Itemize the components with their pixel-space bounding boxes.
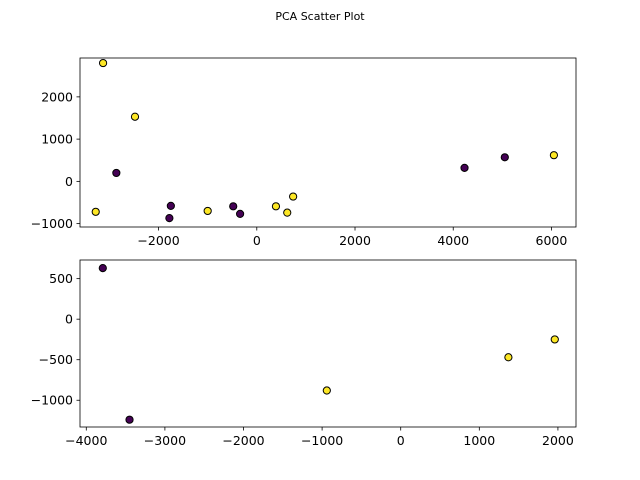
y-tick-label: 0 [65, 312, 73, 327]
scatter-point [130, 112, 140, 121]
y-tick-label: −500 [39, 352, 73, 367]
x-tick-label: −4000 [65, 433, 107, 448]
scatter-point [165, 214, 174, 223]
chart-title: PCA Scatter Plot [275, 10, 365, 23]
x-tick-label: −1000 [301, 433, 343, 448]
axes-frame [79, 259, 577, 428]
scatter-panel-top: −2000 0 2000 4000 6000 −1000 0 1000 2000 [31, 57, 577, 248]
x-tick-label: 0 [397, 433, 405, 448]
scatter-point [289, 192, 298, 201]
scatter-point [549, 151, 559, 160]
scatter-point [98, 58, 108, 68]
scatter-point [322, 386, 331, 395]
scatter-point [235, 209, 245, 219]
scatter-point [500, 153, 509, 162]
x-tick-label: −2000 [137, 233, 179, 248]
scatter-point [91, 207, 100, 216]
x-tick-label: 0 [253, 233, 261, 248]
scatter-point [283, 208, 292, 217]
x-tick-label: 4000 [437, 233, 469, 248]
x-tick-label: 2000 [339, 233, 371, 248]
scatter-point [460, 163, 469, 172]
scatter-point [271, 202, 281, 211]
x-tick-label: 2000 [542, 433, 574, 448]
scatter-point [112, 168, 121, 178]
x-tick-label: 6000 [536, 233, 568, 248]
scatter-point [125, 415, 134, 424]
axes-frame [79, 57, 577, 228]
x-tick-label: −2000 [222, 433, 264, 448]
scatter-point [229, 202, 238, 211]
y-tick-label: 500 [49, 271, 73, 286]
y-tick-label: 1000 [41, 132, 73, 147]
scatter-panel-bottom: −4000 −3000 −2000 −1000 0 1000 2000 −1000 −500 0 5… [31, 259, 577, 448]
scatter-point [504, 353, 513, 362]
x-tick-label: 1000 [463, 433, 495, 448]
y-tick-label: −1000 [31, 393, 73, 408]
y-tick-label: 2000 [41, 89, 73, 104]
scatter-point [550, 335, 559, 344]
y-tick-label: −1000 [31, 216, 73, 231]
scatter-point [98, 264, 107, 273]
y-tick-label: 0 [65, 174, 73, 189]
scatter-point [166, 201, 175, 210]
x-tick-label: −3000 [144, 433, 186, 448]
scatter-point [203, 206, 212, 216]
